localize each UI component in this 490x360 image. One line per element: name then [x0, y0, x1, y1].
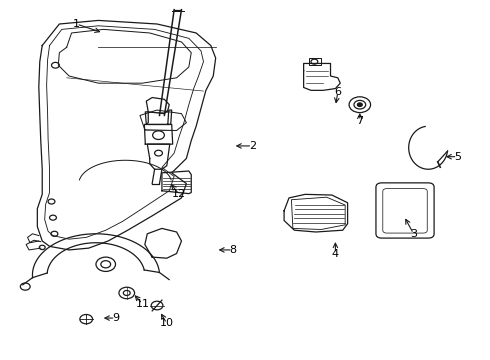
Circle shape	[357, 103, 362, 107]
Text: 3: 3	[410, 229, 417, 239]
Text: 12: 12	[172, 189, 186, 199]
Bar	[309, 58, 321, 65]
Text: 11: 11	[135, 299, 149, 309]
Text: 4: 4	[332, 248, 339, 258]
Text: 10: 10	[160, 319, 174, 328]
Text: 9: 9	[112, 313, 119, 323]
Text: 5: 5	[454, 152, 461, 162]
Text: 8: 8	[229, 245, 236, 255]
Text: 7: 7	[356, 116, 364, 126]
FancyBboxPatch shape	[383, 189, 427, 233]
Text: 6: 6	[334, 87, 342, 97]
Text: 2: 2	[249, 141, 256, 151]
FancyBboxPatch shape	[376, 183, 434, 238]
Text: 1: 1	[73, 19, 80, 29]
